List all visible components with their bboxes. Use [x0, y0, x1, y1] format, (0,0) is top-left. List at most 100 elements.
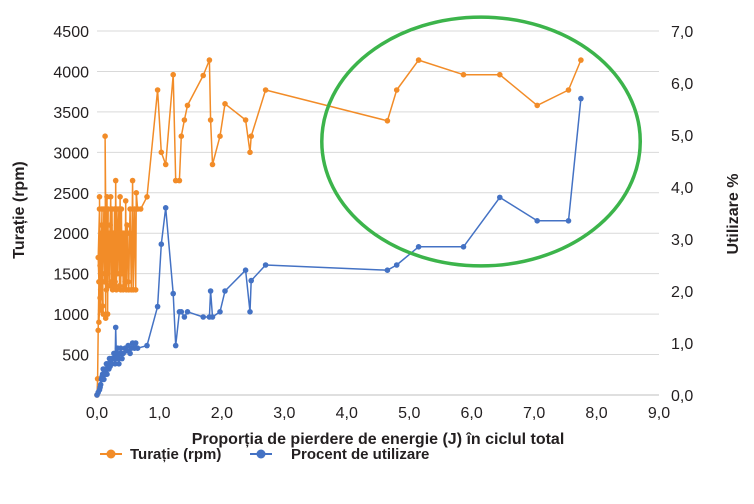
- data-point-rpm: [103, 287, 110, 293]
- legend-marker-rpm: [106, 449, 116, 459]
- y-left-axis-title: Turație (rpm): [11, 161, 28, 258]
- y-left-tick-label: 1500: [53, 267, 89, 284]
- data-point-rpm: [209, 161, 216, 168]
- y-right-tick-label: 4,0: [671, 180, 693, 197]
- data-point-rpm: [565, 87, 572, 93]
- data-point-rpm: [578, 57, 584, 63]
- data-point-rpm: [102, 133, 108, 139]
- y-right-tick-label: 5,0: [671, 128, 693, 145]
- data-point-rpm: [154, 87, 161, 93]
- data-point-rpm: [222, 101, 228, 107]
- y-right-tick-label: 3,0: [671, 232, 693, 249]
- y-left-tick-labels: 500 1000 1500 2000 2500 3000 3500 4000 4500: [53, 24, 89, 365]
- data-point-usage: [113, 355, 120, 362]
- data-point-rpm: [248, 133, 254, 139]
- data-point-rpm: [106, 230, 112, 236]
- data-point-usage: [112, 324, 119, 331]
- x-tick-label: 3,0: [273, 405, 295, 422]
- x-tick-labels: 0,0 1,0 2,0 3,0 4,0 5,0 6,0 7,0 8,0 9,0: [86, 405, 670, 422]
- data-point-rpm: [104, 311, 111, 317]
- legend-item-usage: Procent de utilizare: [250, 446, 429, 463]
- x-tick-label: 4,0: [336, 405, 358, 422]
- x-tick-label: 7,0: [523, 405, 545, 422]
- data-point-rpm: [101, 206, 107, 212]
- legend: Turație (rpm) Procent de utilizare: [100, 446, 429, 463]
- data-point-usage: [207, 288, 214, 294]
- data-point-rpm: [534, 102, 540, 109]
- y-right-tick-labels: 0,0 1,0 2,0 3,0 4,0 5,0 6,0 7,0: [671, 24, 693, 405]
- series-layer: [94, 57, 584, 398]
- series-line-rpm: [96, 59, 582, 396]
- y-right-tick-label: 0,0: [671, 388, 693, 405]
- data-point-rpm: [393, 87, 400, 93]
- data-point-usage: [97, 381, 104, 388]
- data-point-rpm: [206, 57, 213, 63]
- data-point-rpm: [242, 117, 249, 123]
- data-point-rpm: [97, 295, 103, 301]
- data-point-usage: [534, 218, 540, 224]
- x-tick-label: 5,0: [398, 405, 420, 422]
- data-point-rpm: [247, 149, 253, 156]
- data-point-rpm: [95, 254, 101, 261]
- data-point-usage: [111, 350, 117, 357]
- legend-item-rpm: Turație (rpm): [100, 446, 221, 463]
- data-point-rpm: [113, 287, 120, 293]
- data-point-rpm: [137, 206, 144, 212]
- data-point-rpm: [200, 72, 206, 79]
- legend-marker-usage: [256, 449, 266, 459]
- data-point-rpm: [102, 222, 108, 228]
- data-point-usage: [184, 309, 191, 315]
- data-point-rpm: [96, 319, 102, 326]
- data-point-rpm: [124, 222, 130, 228]
- y-left-tick-label: 4000: [53, 64, 89, 81]
- data-point-usage: [104, 371, 110, 378]
- data-point-rpm: [96, 194, 103, 200]
- data-point-rpm: [184, 102, 191, 109]
- x-tick-label: 0,0: [86, 405, 108, 422]
- gridlines: [97, 30, 659, 356]
- y-right-tick-label: 6,0: [671, 76, 693, 93]
- data-point-usage: [144, 342, 150, 349]
- legend-label-rpm: Turație (rpm): [130, 446, 221, 463]
- data-point-rpm: [181, 117, 188, 123]
- y-left-tick-label: 3000: [53, 145, 89, 162]
- data-point-rpm: [99, 270, 106, 277]
- data-point-usage: [154, 303, 161, 310]
- data-point-usage: [247, 309, 253, 315]
- x-tick-label: 8,0: [585, 405, 607, 422]
- data-point-rpm: [97, 287, 104, 293]
- y-right-tick-label: 7,0: [671, 24, 693, 41]
- data-point-usage: [158, 241, 165, 247]
- data-point-usage: [242, 267, 249, 274]
- data-point-rpm: [460, 71, 467, 78]
- data-point-rpm: [98, 230, 105, 236]
- data-point-rpm: [158, 149, 165, 156]
- y-left-tick-label: 2000: [53, 226, 89, 243]
- data-point-usage: [460, 244, 467, 250]
- data-point-usage: [132, 340, 139, 346]
- x-axis-title: Proporția de pierdere de energie (J) în …: [192, 431, 565, 448]
- data-point-usage: [565, 218, 572, 224]
- data-point-usage: [127, 350, 133, 357]
- data-point-rpm: [497, 71, 503, 78]
- data-point-usage: [384, 267, 391, 274]
- data-point-rpm: [119, 270, 125, 277]
- x-tick-label: 2,0: [211, 405, 233, 422]
- data-point-usage: [415, 244, 422, 250]
- series-line-usage: [96, 98, 582, 396]
- x-tick-label: 6,0: [461, 405, 483, 422]
- data-point-rpm: [170, 71, 176, 78]
- y-left-tick-label: 1000: [53, 307, 89, 324]
- data-point-rpm: [133, 190, 140, 196]
- data-point-rpm: [144, 194, 150, 200]
- y-left-tick-label: 3500: [53, 105, 89, 122]
- data-point-usage: [222, 288, 228, 294]
- data-point-rpm: [107, 222, 113, 228]
- highlight-layer: [320, 15, 643, 268]
- data-point-usage: [200, 314, 206, 320]
- data-point-usage: [170, 290, 176, 297]
- highlight-ellipse: [320, 15, 643, 268]
- y-right-tick-label: 1,0: [671, 336, 693, 353]
- data-point-rpm: [104, 270, 111, 277]
